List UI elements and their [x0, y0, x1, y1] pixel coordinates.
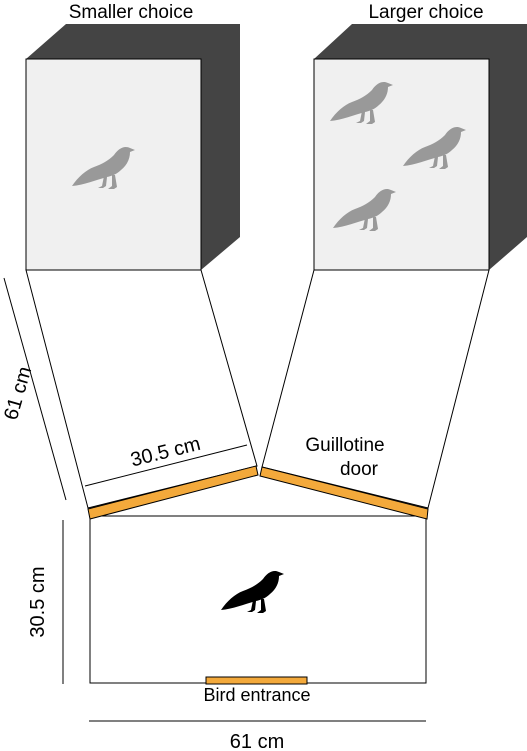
guillotine-door-label-line1: Guillotine — [305, 435, 384, 456]
bird-entrance-label: Bird entrance — [203, 685, 310, 705]
smaller-choice-label: Smaller choice — [69, 2, 194, 23]
larger-choice-box-front — [313, 58, 490, 271]
start-width-label: 61 cm — [230, 731, 284, 751]
larger-choice-box — [313, 24, 527, 271]
arm-length-dimension-line — [3, 277, 67, 501]
door-width-dimension-line — [84, 444, 248, 487]
smaller-choice-box — [25, 24, 240, 271]
larger-choice-box-shadow — [314, 24, 527, 270]
start-box — [89, 515, 427, 684]
right-guillotine-door — [259, 466, 429, 520]
bird-entrance-door — [205, 676, 308, 685]
arm-length-label: 61 cm — [0, 364, 36, 422]
left-arm — [25, 269, 258, 509]
right-arm — [261, 269, 490, 509]
left-guillotine-door — [87, 465, 259, 520]
start-depth-label: 30.5 cm — [27, 566, 49, 637]
guillotine-door-label-line2: door — [340, 459, 379, 480]
larger-choice-label: Larger choice — [368, 2, 483, 23]
smaller-choice-box-shadow — [26, 24, 240, 270]
